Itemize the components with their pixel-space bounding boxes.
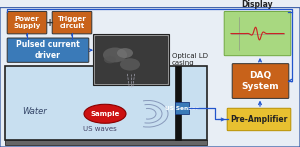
Text: Sample: Sample	[90, 111, 120, 117]
Text: US waves: US waves	[83, 126, 117, 132]
Bar	[93, 34, 169, 85]
Text: Display: Display	[242, 0, 273, 9]
Ellipse shape	[103, 47, 127, 62]
Text: +: +	[46, 18, 54, 28]
Ellipse shape	[84, 104, 126, 123]
FancyBboxPatch shape	[232, 64, 289, 98]
FancyBboxPatch shape	[0, 7, 300, 147]
Ellipse shape	[104, 56, 116, 63]
Text: Pre-Amplifier: Pre-Amplifier	[230, 115, 288, 124]
Ellipse shape	[120, 58, 140, 71]
Text: US Sensor: US Sensor	[165, 106, 199, 111]
FancyBboxPatch shape	[224, 11, 291, 56]
Text: Trigger
circuit: Trigger circuit	[58, 16, 86, 29]
Text: DAQ
System: DAQ System	[242, 71, 279, 91]
Bar	[175, 102, 189, 114]
FancyBboxPatch shape	[7, 38, 89, 62]
Text: Water: Water	[22, 107, 47, 116]
Text: Pulsed current
driver: Pulsed current driver	[16, 40, 80, 60]
Bar	[95, 36, 167, 83]
Ellipse shape	[117, 48, 133, 58]
Text: Optical LD
casing: Optical LD casing	[172, 53, 208, 66]
FancyBboxPatch shape	[52, 11, 92, 34]
Text: Power
Supply: Power Supply	[13, 16, 41, 29]
FancyBboxPatch shape	[7, 11, 47, 34]
FancyBboxPatch shape	[227, 108, 291, 131]
Bar	[175, 66, 181, 140]
Bar	[5, 140, 207, 145]
Bar	[5, 66, 207, 140]
